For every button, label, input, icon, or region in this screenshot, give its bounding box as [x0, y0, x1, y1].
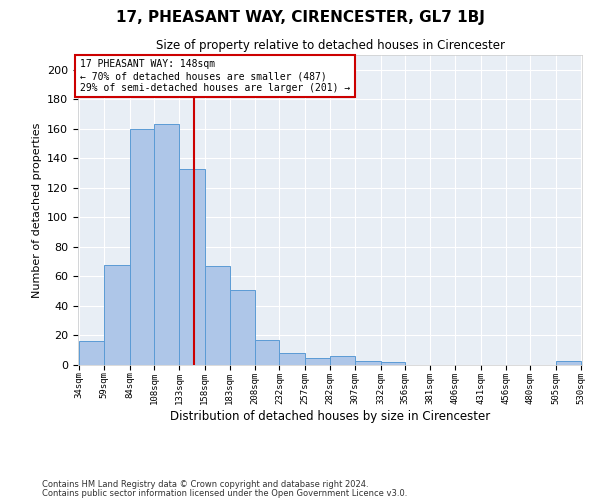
Bar — [305, 358, 330, 365]
Bar — [330, 356, 355, 365]
Text: 17, PHEASANT WAY, CIRENCESTER, GL7 1BJ: 17, PHEASANT WAY, CIRENCESTER, GL7 1BJ — [116, 10, 484, 25]
Bar — [154, 124, 179, 365]
Text: 17 PHEASANT WAY: 148sqm
← 70% of detached houses are smaller (487)
29% of semi-d: 17 PHEASANT WAY: 148sqm ← 70% of detache… — [80, 60, 350, 92]
Bar — [130, 129, 154, 365]
Bar — [280, 353, 305, 365]
X-axis label: Distribution of detached houses by size in Cirencester: Distribution of detached houses by size … — [170, 410, 490, 424]
Title: Size of property relative to detached houses in Cirencester: Size of property relative to detached ho… — [155, 40, 505, 52]
Bar — [556, 360, 581, 365]
Bar — [255, 340, 280, 365]
Bar — [104, 264, 130, 365]
Bar — [179, 168, 205, 365]
Bar — [79, 342, 104, 365]
Y-axis label: Number of detached properties: Number of detached properties — [32, 122, 41, 298]
Bar — [380, 362, 405, 365]
Bar — [230, 290, 255, 365]
Bar — [355, 360, 380, 365]
Text: Contains public sector information licensed under the Open Government Licence v3: Contains public sector information licen… — [42, 489, 407, 498]
Bar — [205, 266, 230, 365]
Text: Contains HM Land Registry data © Crown copyright and database right 2024.: Contains HM Land Registry data © Crown c… — [42, 480, 368, 489]
